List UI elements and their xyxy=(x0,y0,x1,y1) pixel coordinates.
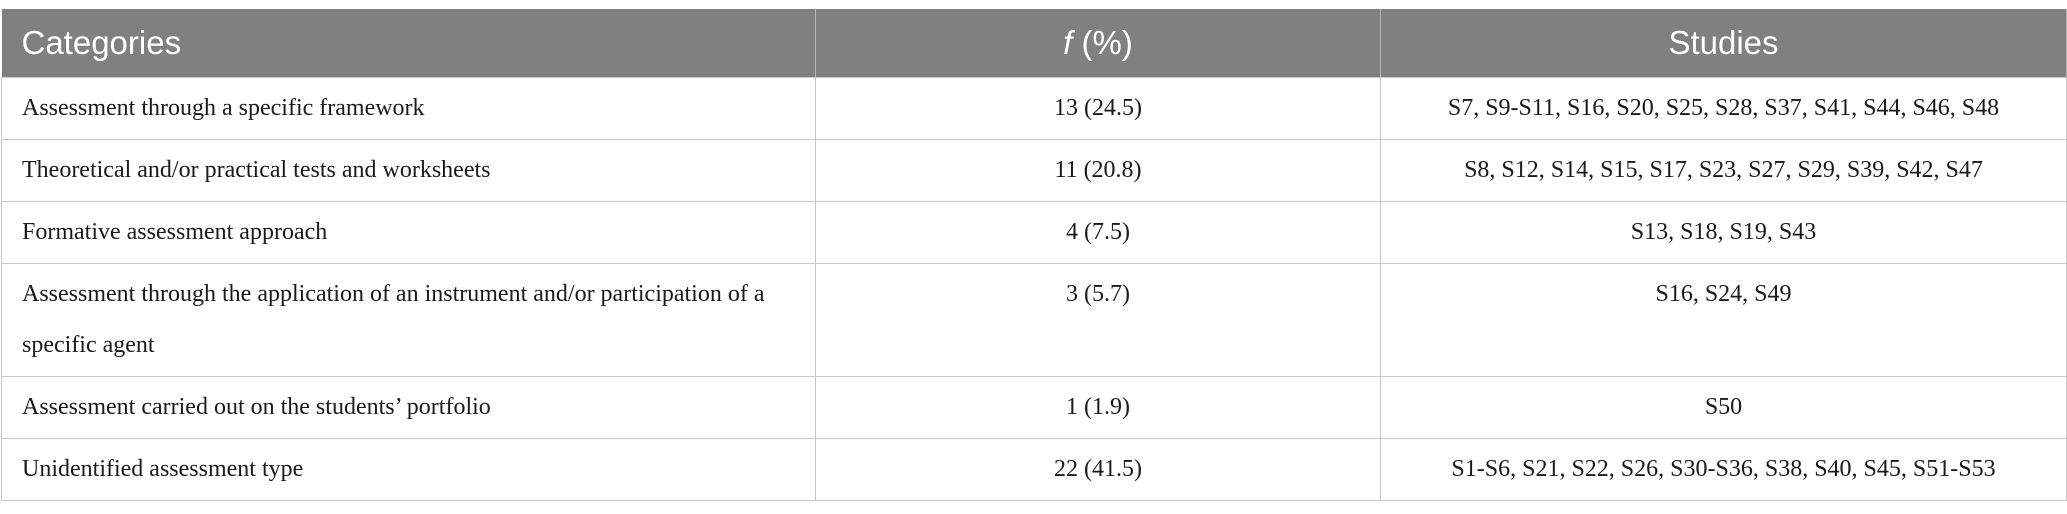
table-cell: Formative assessment approach xyxy=(1,201,816,264)
table-cell: 22 (41.5) xyxy=(815,438,1381,501)
table-cell: Unidentified assessment type xyxy=(1,438,816,501)
header-cell: Categories xyxy=(1,9,816,78)
table-cell: S8, S12, S14, S15, S17, S23, S27, S29, S… xyxy=(1380,139,2067,202)
table-cell: 3 (5.7) xyxy=(815,263,1381,377)
header-unit: (%) xyxy=(1081,24,1133,61)
table-cell: 4 (7.5) xyxy=(815,201,1381,264)
table-row: Formative assessment approach 4 (7.5) S13,… xyxy=(1,201,2067,264)
table-cell: 1 (1.9) xyxy=(815,376,1381,439)
table-cell: Theoretical and/or practical tests and w… xyxy=(1,139,816,202)
table: Categories f (%) Studies Assessment thro… xyxy=(1,9,2067,501)
table-cell: Assessment through the application of an… xyxy=(1,263,816,377)
table-cell: S13, S18, S19, S43 xyxy=(1380,201,2067,264)
table-cell: Assessment through a specific framework xyxy=(1,77,816,140)
table-row: Assessment through a specific framework 1… xyxy=(1,77,2067,140)
table-row: Theoretical and/or practical tests and w… xyxy=(1,139,2067,202)
header-row: Categories f (%) Studies xyxy=(1,9,2067,78)
header-symbol: f xyxy=(1063,24,1073,61)
table-cell: Assessment carried out on the students’ … xyxy=(1,376,816,439)
table-row: Assessment carried out on the students’ … xyxy=(1,376,2067,439)
header-cell: Studies xyxy=(1380,9,2067,78)
table-body: Assessment through a specific framework 1… xyxy=(1,77,2067,501)
table-cell: 13 (24.5) xyxy=(815,77,1381,140)
table-cell: S16, S24, S49 xyxy=(1380,263,2067,377)
table-row: Unidentified assessment type 22 (41.5) S1-… xyxy=(1,438,2067,501)
table-cell: S7, S9-S11, S16, S20, S25, S28, S37, S41… xyxy=(1380,77,2067,140)
table-cell: 11 (20.8) xyxy=(815,139,1381,202)
table-row: Assessment through the application of an… xyxy=(1,263,2067,377)
table-cell: S50 xyxy=(1380,376,2067,439)
header-cell: f (%) xyxy=(815,9,1381,78)
table-cell: S1-S6, S21, S22, S26, S30-S36, S38, S40,… xyxy=(1380,438,2067,501)
